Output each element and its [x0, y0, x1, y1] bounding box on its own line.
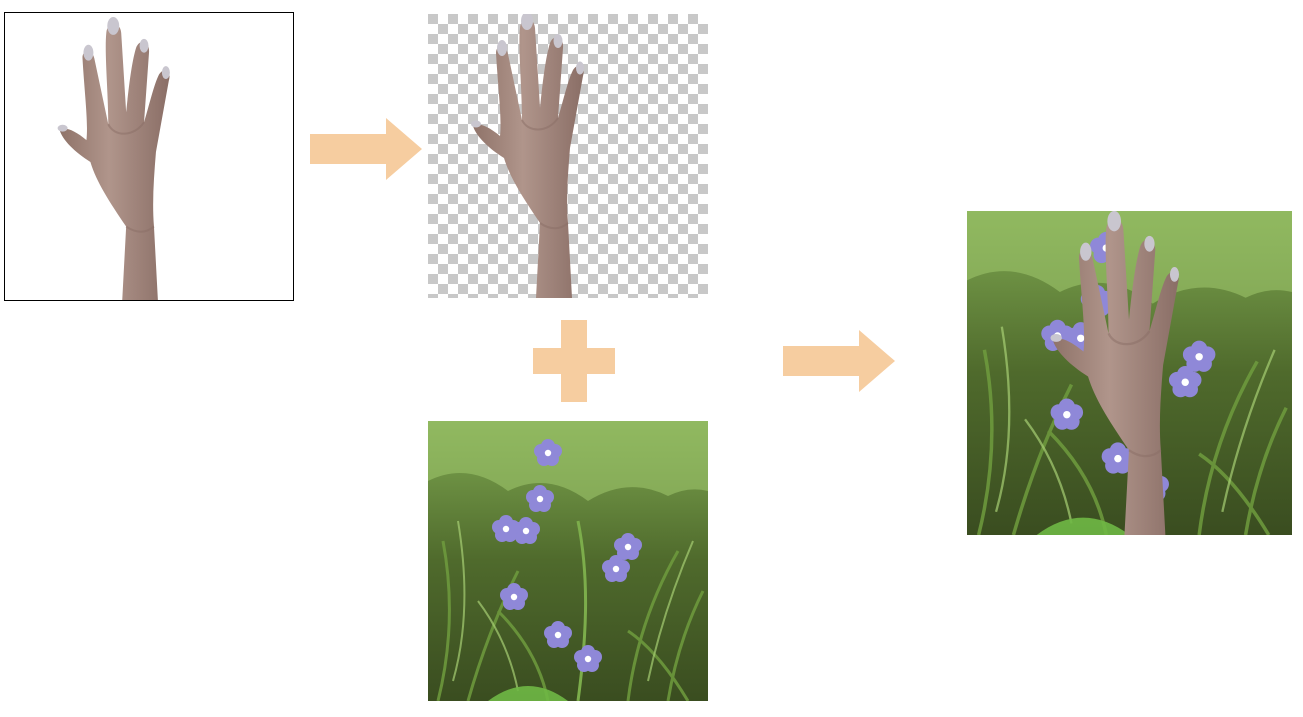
plus-icon [533, 320, 615, 402]
right-arrow-icon [310, 118, 422, 180]
original-hand-panel [4, 12, 294, 301]
flower-photo-icon [428, 421, 708, 701]
cutout-hand-panel [428, 14, 708, 298]
right-arrow-icon [783, 330, 895, 392]
composite-photo-icon [967, 211, 1292, 535]
transparent-hand-icon [428, 14, 708, 298]
background-scene-panel [428, 421, 708, 701]
composite-result-panel [967, 211, 1292, 535]
hand-photo-icon [5, 13, 293, 300]
